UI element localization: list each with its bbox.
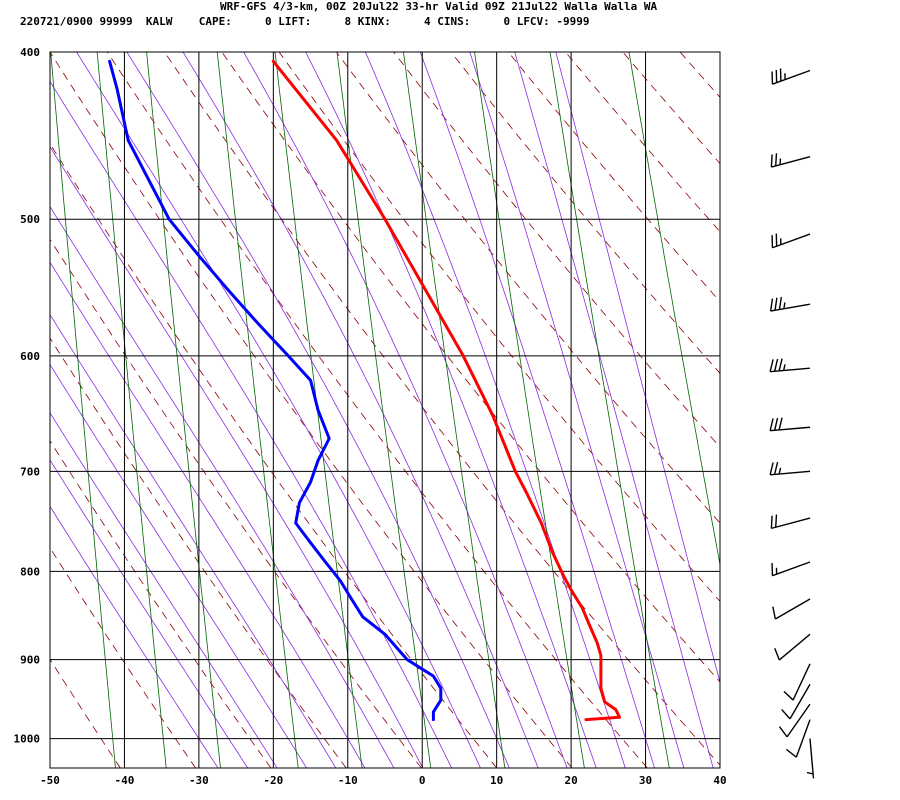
vertical-grid — [49, 52, 721, 768]
dewpoint-profile-line — [108, 59, 443, 722]
mixing-ratio-line — [549, 52, 670, 768]
moist-adiabat-line — [469, 52, 685, 768]
wind-barb — [785, 719, 811, 758]
moist-adiabat-line — [50, 205, 395, 768]
moist-adiabat-line — [182, 52, 539, 768]
moist-adiabat-line — [76, 52, 481, 768]
wind-barb — [769, 417, 811, 432]
background-lines — [50, 52, 900, 768]
sounding-header: WRF-GFS 4/3-km, 00Z 20Jul22 33-hr Valid … — [0, 0, 900, 32]
moist-adiabat-line — [50, 313, 337, 768]
station-indices-line: 220721/0900 99999 KALW CAPE: 0 LIFT: 8 K… — [20, 15, 590, 28]
moist-adiabat-line — [50, 261, 366, 768]
temperature-profile-line — [271, 59, 621, 722]
pressure-tick-labels: 400 500 600 700 800 900 1000 — [14, 46, 41, 746]
dry-adiabat-line — [393, 52, 720, 448]
mixing-ratio-line — [146, 52, 221, 768]
x-tick-label: -20 — [263, 774, 283, 787]
x-axis-tick-labels: -50 -40 -30 -20 -10 0 10 20 30 40 — [40, 774, 727, 787]
wind-barbs — [769, 68, 815, 779]
moist-adiabat-line — [50, 459, 249, 768]
dry-adiabat-line — [50, 547, 196, 768]
moist-adiabat-line — [50, 505, 219, 768]
mixing-ratio-line — [96, 52, 167, 768]
dry-adiabat-line — [679, 52, 720, 98]
wind-barb — [771, 68, 811, 85]
dry-adiabat-line — [852, 52, 900, 768]
x-tick-label: -50 — [40, 774, 60, 787]
dry-adiabat-line — [507, 52, 720, 303]
dry-adiabat-line — [50, 440, 272, 768]
x-tick-label: 40 — [713, 774, 726, 787]
wind-barb — [783, 663, 811, 701]
x-tick-label: -30 — [189, 774, 209, 787]
moist-adiabat-line — [364, 52, 626, 768]
pressure-tick-label: 700 — [20, 465, 40, 478]
dry-adiabat-line — [737, 52, 900, 768]
pressure-tick-label: 900 — [20, 654, 40, 667]
dry-adiabat-line — [622, 52, 720, 165]
wind-barb — [806, 738, 815, 779]
x-tick-label: 10 — [490, 774, 503, 787]
wind-barb — [771, 233, 811, 249]
x-tick-label: -10 — [338, 774, 358, 787]
wind-barb — [781, 683, 811, 720]
mixing-ratio-line — [403, 52, 506, 768]
moist-adiabat-line — [126, 52, 510, 768]
moist-adiabat-line — [50, 412, 278, 768]
sounding-profiles — [108, 59, 621, 722]
mixing-ratio-line — [336, 52, 432, 768]
wind-barb — [774, 633, 811, 661]
wind-barb — [769, 296, 811, 312]
mixing-ratio-line — [274, 52, 363, 768]
dry-adiabat-line — [106, 52, 648, 768]
dry-adiabat-line — [164, 52, 720, 766]
dry-adiabat-line — [50, 52, 573, 768]
dry-adiabat-line — [50, 337, 347, 768]
wind-barb — [771, 561, 811, 577]
moist-adiabat-line — [50, 146, 424, 768]
x-tick-label: -40 — [115, 774, 135, 787]
wind-barb — [770, 514, 811, 530]
wind-barb — [772, 598, 811, 620]
moist-adiabat-line — [243, 52, 568, 768]
dry-adiabat-line — [336, 52, 720, 524]
moist-adiabat-line — [555, 52, 720, 684]
dry-adiabat-line — [795, 52, 900, 768]
dry-adiabat-line — [221, 52, 720, 683]
dry-adiabat-line — [450, 52, 720, 374]
dry-adiabat-line — [50, 143, 498, 768]
wind-barb — [769, 461, 811, 476]
pressure-tick-label: 800 — [20, 565, 40, 578]
moist-adiabat-line — [50, 80, 452, 768]
x-tick-label: 30 — [639, 774, 652, 787]
x-tick-label: 0 — [419, 774, 426, 787]
pressure-tick-label: 400 — [20, 46, 40, 59]
moist-adiabat-line — [419, 52, 655, 768]
pressure-tick-label: 600 — [20, 350, 40, 363]
dry-adiabat-line — [278, 52, 720, 602]
wind-barb — [769, 358, 811, 373]
wind-barb — [770, 153, 811, 168]
dry-adiabat-line — [565, 52, 720, 233]
pressure-tick-label: 500 — [20, 213, 40, 226]
chart-title: WRF-GFS 4/3-km, 00Z 20Jul22 33-hr Valid … — [220, 0, 658, 13]
dry-adiabat-line — [50, 238, 422, 768]
x-tick-label: 20 — [564, 774, 577, 787]
plot-frame — [49, 51, 721, 769]
wind-barb — [778, 703, 811, 738]
pressure-tick-label: 1000 — [14, 733, 41, 746]
moist-adiabat-line — [50, 363, 307, 768]
mixing-ratio-line — [628, 52, 720, 567]
mixing-ratio-line — [216, 52, 299, 768]
moist-adiabat-line — [514, 52, 714, 768]
mixing-ratio-line — [50, 52, 116, 768]
